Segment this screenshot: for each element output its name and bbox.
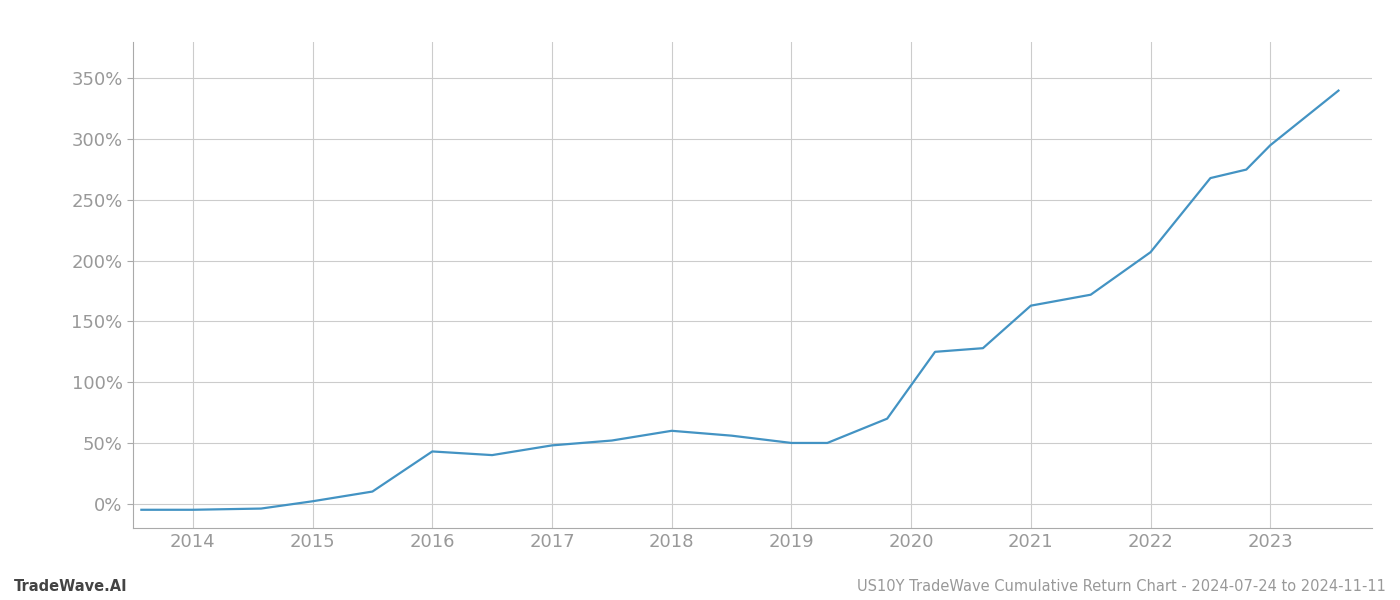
Text: US10Y TradeWave Cumulative Return Chart - 2024-07-24 to 2024-11-11: US10Y TradeWave Cumulative Return Chart … xyxy=(857,579,1386,594)
Text: TradeWave.AI: TradeWave.AI xyxy=(14,579,127,594)
